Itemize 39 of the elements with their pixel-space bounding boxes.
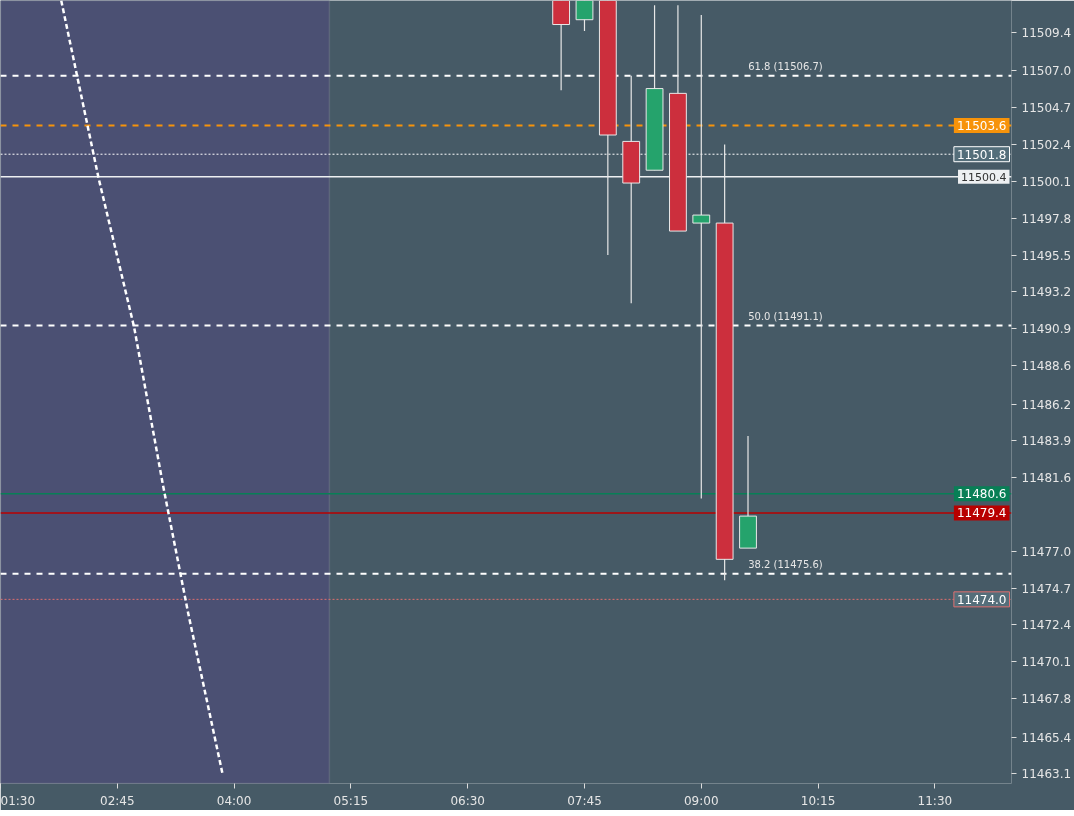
y-tick-label: 11490.9 [1021,322,1072,337]
y-tick-label: 11507.0 [1021,64,1072,79]
y-tick-label: 11500.1 [1021,174,1072,189]
x-tick-label: 07:45 [567,793,602,808]
ref-line-label: 11500.4 [961,170,1007,184]
y-tick-label: 11472.4 [1021,618,1072,633]
y-tick-label: 11486.2 [1021,397,1072,412]
y-tick-label: 11467.8 [1021,692,1072,707]
y-tick-label: 11474.7 [1021,581,1072,596]
ref-line-label: 11479.4 [956,506,1007,521]
y-tick-label: 11497.8 [1021,211,1072,226]
y-tick-label: 11463.1 [1021,767,1072,782]
x-tick-label: 09:00 [683,793,719,808]
y-tick-label: 11509.4 [1021,26,1072,41]
y-tick-label: 11495.5 [1021,248,1072,263]
ref-line-label: 11501.8 [956,147,1007,162]
ref-line-label: 61.8 (11506.7) [748,60,823,72]
x-tick-label: 06:30 [450,793,485,808]
ref-line-label: 11480.6 [956,487,1007,502]
ref-line-label: 38.2 (11475.6) [748,558,823,570]
x-tick-label: 05:15 [333,793,369,808]
y-tick-label: 11470.1 [1021,655,1072,670]
y-tick-label: 11483.9 [1021,434,1072,449]
x-tick-label: 04:00 [216,793,252,808]
y-tick-label: 11488.6 [1021,359,1072,374]
ref-line-label: 11503.6 [956,118,1007,133]
x-tick-label: 11:30 [917,793,953,808]
ref-line-label: 11474.0 [956,592,1007,607]
x-tick-label: 10:15 [800,793,836,808]
candlestick [575,0,594,32]
ref-line-label: 50.0 (11491.1) [748,310,823,322]
x-tick-label: 02:45 [100,793,135,808]
y-tick-label: 11465.4 [1021,730,1072,745]
y-tick-label: 11504.7 [1021,101,1072,116]
x-tick-label: 01:30 [0,793,36,808]
y-tick-label: 11477.0 [1021,544,1072,559]
y-tick-label: 11502.4 [1021,138,1072,153]
y-tick-label: 11493.2 [1021,285,1072,300]
y-tick-label: 11481.6 [1021,471,1072,486]
